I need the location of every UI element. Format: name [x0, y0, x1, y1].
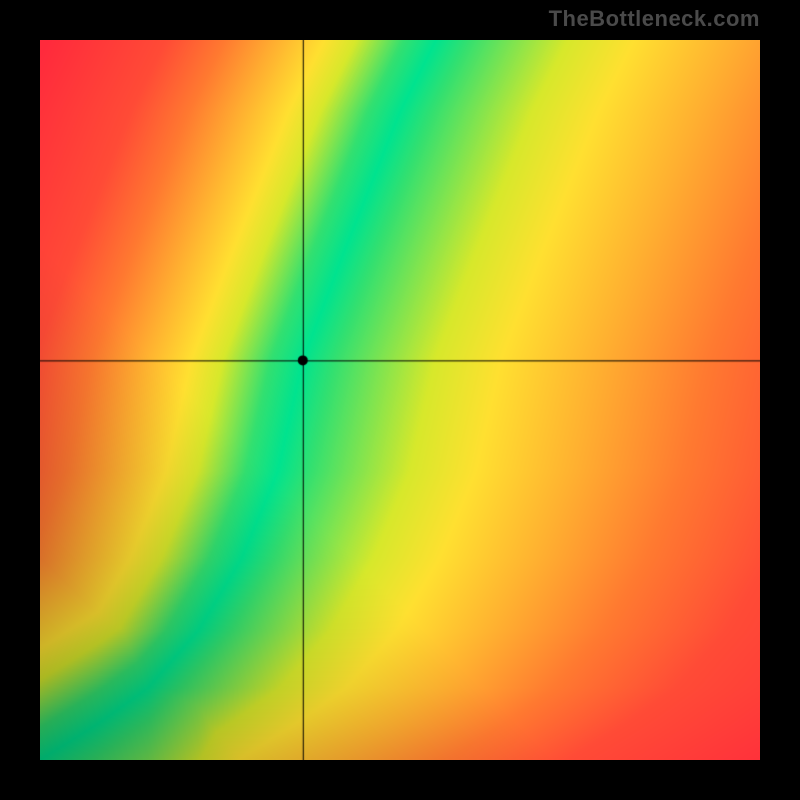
heatmap-canvas	[40, 40, 760, 760]
chart-container: TheBottleneck.com	[0, 0, 800, 800]
watermark-text: TheBottleneck.com	[549, 6, 760, 32]
plot-area	[40, 40, 760, 760]
